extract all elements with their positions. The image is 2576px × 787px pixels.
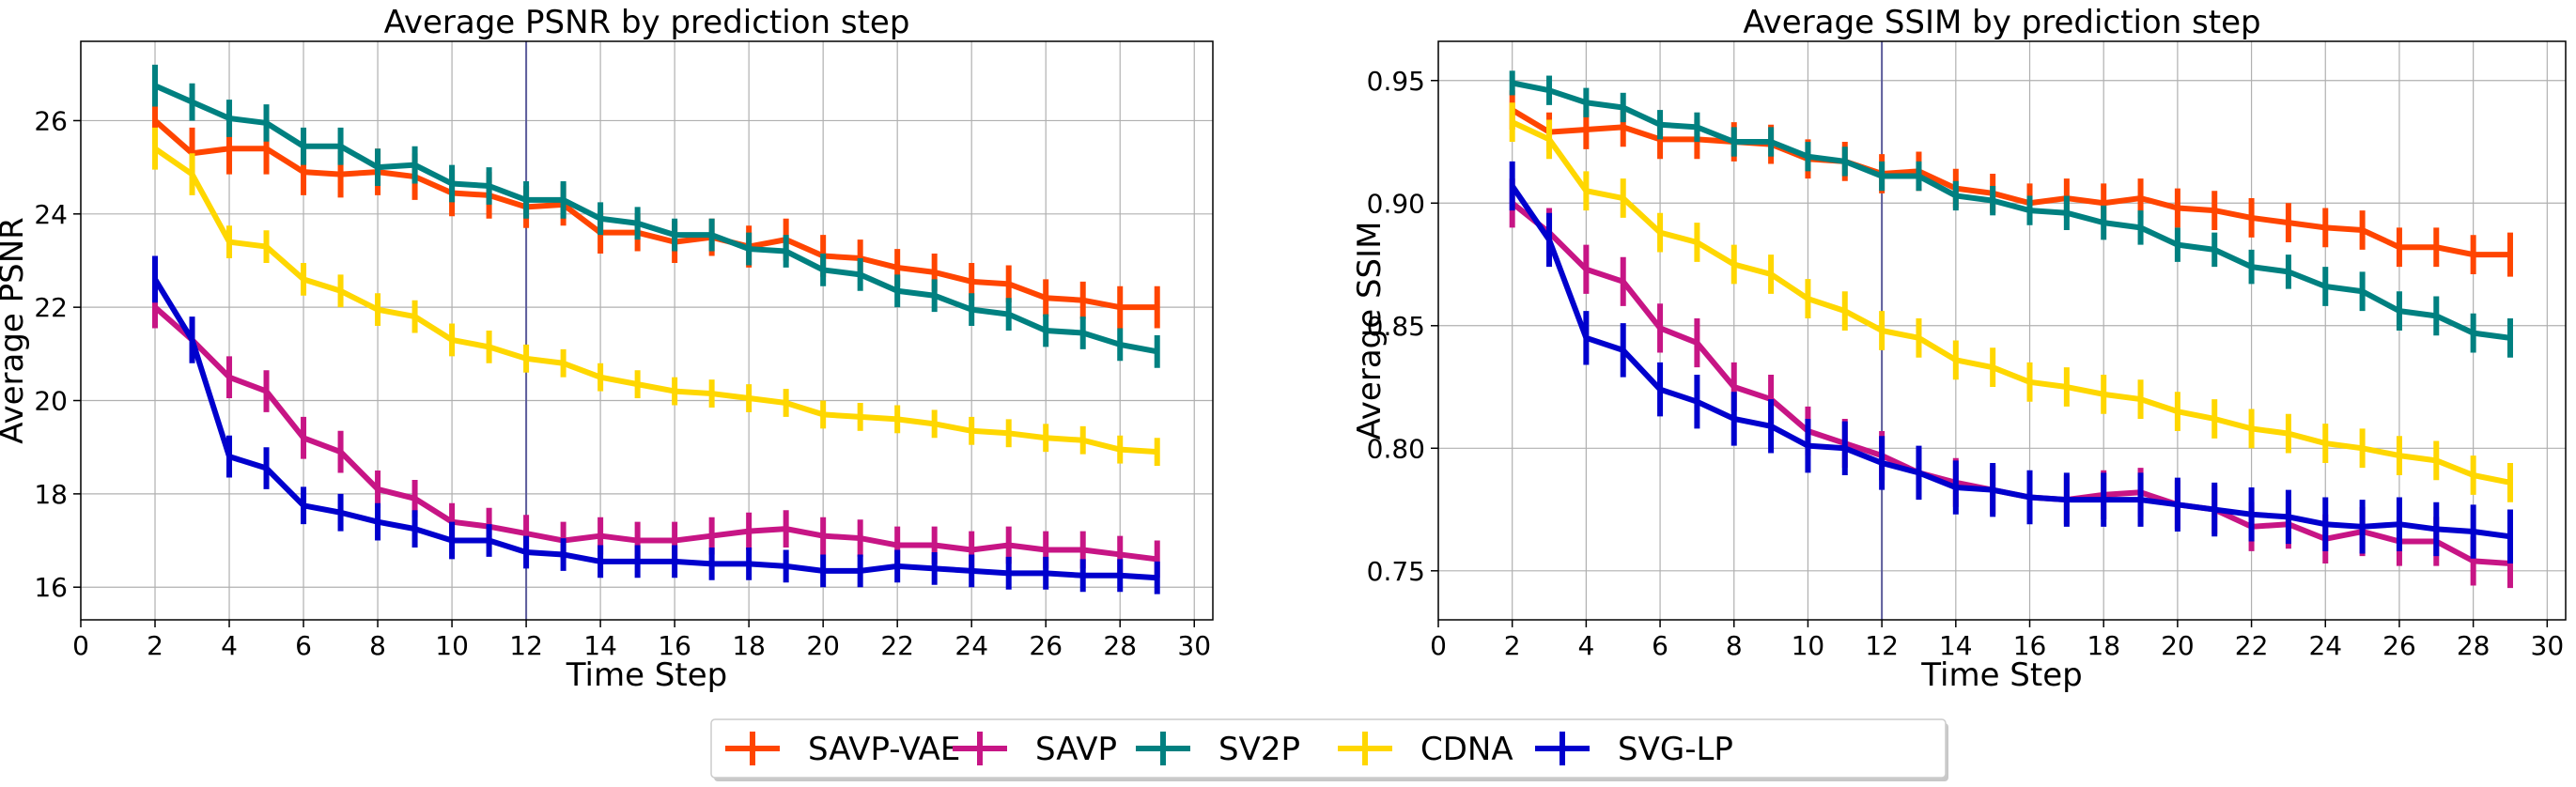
legend-frame: [710, 718, 1947, 779]
legend-label: SAVP: [1035, 731, 1117, 768]
y-tick-label: 0.80: [1367, 433, 1425, 464]
y-tick-label: 0.95: [1367, 66, 1425, 97]
legend-label: SV2P: [1218, 731, 1300, 768]
series-cdna: [1509, 102, 2513, 502]
x-tick-label: 8: [369, 630, 386, 661]
x-tick-label: 2: [1504, 630, 1521, 661]
x-tick-label: 18: [732, 630, 766, 661]
legend: SAVP-VAE SAVP SV2P CDNA SVG-LP: [710, 718, 1948, 781]
x-tick-label: 16: [2013, 630, 2047, 661]
legend-label: CDNA: [1420, 731, 1513, 768]
chart-title: Average SSIM by prediction step: [1743, 4, 2260, 41]
x-tick-label: 14: [1939, 630, 1973, 661]
y-tick-label: 0.85: [1367, 311, 1425, 342]
y-tick-label: 0.90: [1367, 188, 1425, 219]
x-tick-label: 12: [1865, 630, 1899, 661]
series-line: [153, 304, 1158, 563]
x-tick-label: 30: [1177, 630, 1211, 661]
series-cdna: [152, 127, 1160, 467]
x-tick-label: 26: [1029, 630, 1063, 661]
x-tick-label: 24: [954, 630, 988, 661]
series-svg-lp: [1509, 161, 2513, 563]
x-tick-label: 4: [221, 630, 238, 661]
legend-label: SVG-LP: [1618, 731, 1733, 768]
y-tick-label: 24: [34, 199, 68, 230]
x-tick-label: 26: [2382, 630, 2416, 661]
series-line: [1511, 119, 2511, 486]
legend-label: SAVP-VAE: [808, 731, 960, 768]
x-tick-label: 28: [1103, 630, 1137, 661]
y-tick-label: 18: [34, 479, 68, 510]
x-tick-label: 6: [295, 630, 312, 661]
x-tick-label: 16: [658, 630, 691, 661]
legend-entry: SVG-LP: [1535, 731, 1733, 768]
y-axis-label: Average SSIM: [1351, 222, 1389, 440]
y-tick-label: 26: [34, 105, 68, 136]
x-tick-label: 28: [2457, 630, 2491, 661]
series-line: [153, 146, 1157, 455]
x-tick-label: 30: [2531, 630, 2565, 661]
x-axis-label: Time Step: [566, 656, 727, 694]
plot-frame: [1437, 40, 2567, 621]
legend-entry: SAVP-VAE: [725, 731, 960, 768]
series-line: [1512, 80, 2511, 341]
x-tick-label: 18: [2087, 630, 2120, 661]
series-sv2p: [152, 64, 1160, 368]
x-tick-label: 22: [2235, 630, 2269, 661]
x-tick-label: 4: [1577, 630, 1594, 661]
x-tick-label: 22: [880, 630, 914, 661]
y-tick-label: 20: [34, 386, 68, 417]
series-sv2p: [1509, 70, 2513, 358]
x-axis-label: Time Step: [1920, 656, 2082, 694]
legend-entry: SV2P: [1136, 731, 1300, 768]
y-tick-label: 0.75: [1367, 556, 1425, 587]
series-line: [1510, 184, 2511, 540]
x-tick-label: 14: [583, 630, 617, 661]
plot-frame: [80, 40, 1214, 621]
y-tick-label: 22: [34, 292, 68, 323]
x-tick-label: 12: [509, 630, 543, 661]
x-tick-label: 10: [1792, 630, 1825, 661]
ssim-chart: 0 2 4 6 8 10 12 14 16 18 20 22 24 26 28 300.750.800.850…: [1351, 4, 2567, 694]
y-tick-label: 16: [34, 572, 68, 603]
x-tick-label: 10: [435, 630, 469, 661]
x-tick-label: 0: [72, 630, 89, 661]
chart-title: Average PSNR by prediction step: [384, 4, 910, 41]
psnr-chart: 0 2 4 6 8 10 12 14 16 18 20 22 24 26 28 30161820222426A…: [0, 4, 1214, 694]
series-svg-lp: [152, 255, 1160, 594]
series-line: [152, 277, 1157, 581]
series-line: [153, 118, 1157, 311]
series-line: [153, 83, 1158, 355]
legend-entry: CDNA: [1338, 731, 1513, 768]
y-axis-label: Average PSNR: [0, 217, 31, 444]
x-tick-label: 0: [1430, 630, 1447, 661]
series-line: [1511, 107, 2510, 258]
x-tick-label: 6: [1652, 630, 1668, 661]
x-tick-label: 20: [806, 630, 840, 661]
x-tick-label: 8: [1726, 630, 1743, 661]
legend-entry: SAVP: [953, 731, 1117, 768]
x-tick-label: 20: [2161, 630, 2195, 661]
x-tick-label: 2: [147, 630, 163, 661]
x-tick-label: 24: [2308, 630, 2342, 661]
